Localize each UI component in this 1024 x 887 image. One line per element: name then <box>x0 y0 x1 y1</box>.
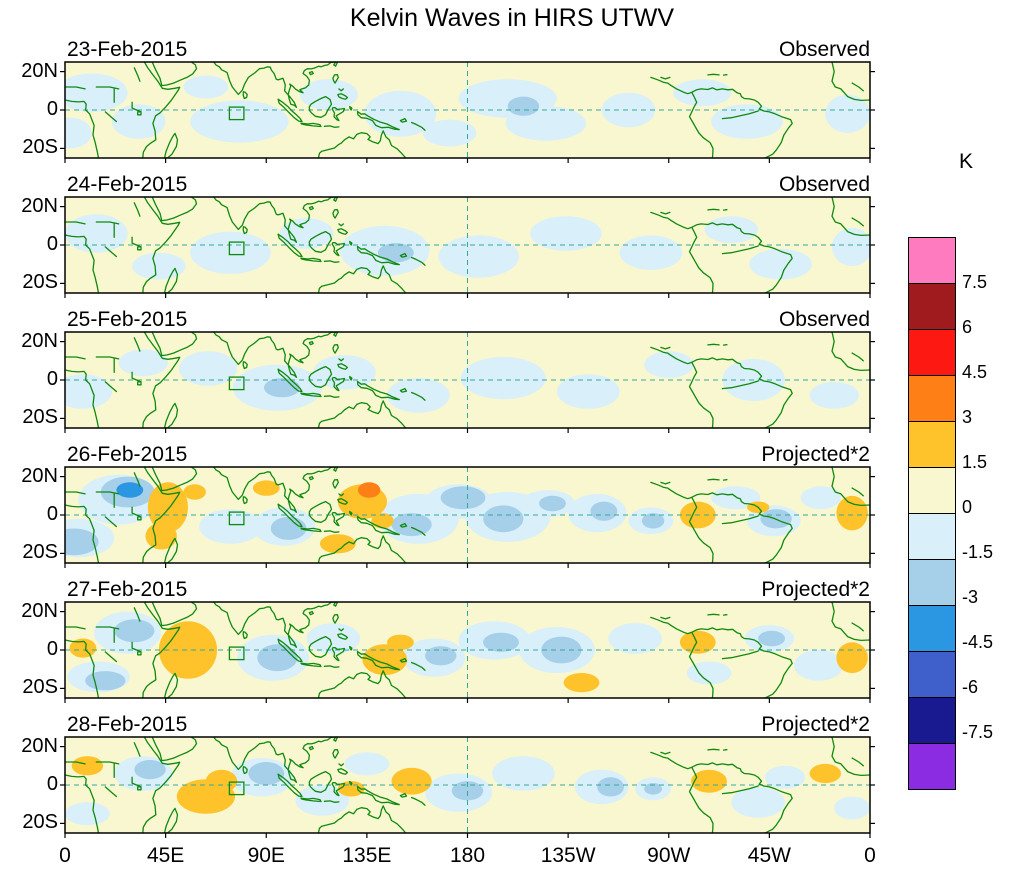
panel-date-label: 23-Feb-2015 <box>67 38 188 61</box>
colorbar-block <box>909 421 955 467</box>
colorbar-block <box>909 375 955 421</box>
map-panel-4: 26-Feb-2015 Projected*2 20N 0 20S <box>0 441 1024 568</box>
colorbar-tick-label: 1.5 <box>962 452 988 472</box>
x-axis-label: 90W <box>647 844 691 867</box>
y-axis-label: 20S <box>22 541 58 564</box>
y-axis-label: 20N <box>21 329 58 352</box>
x-axis-label: 90E <box>247 844 285 867</box>
colorbar-tick-label: -7.5 <box>962 722 994 742</box>
y-axis-label: 20S <box>22 406 58 429</box>
panel-source-label: Projected*2 <box>761 713 870 736</box>
y-axis-label: 0 <box>46 503 58 525</box>
y-axis-label: 0 <box>46 368 58 390</box>
colorbar-tick-label: -3 <box>962 587 979 607</box>
colorbar-tick-label: 7.5 <box>962 272 988 292</box>
colorbar-tick-label: 4.5 <box>962 362 988 382</box>
colorbar-tick-label: -4.5 <box>962 632 994 652</box>
figure-title: Kelvin Waves in HIRS UTWV <box>349 4 675 32</box>
panel-date-label: 26-Feb-2015 <box>67 443 188 466</box>
colorbar-tick-label: 0 <box>962 497 973 517</box>
x-axis-label: 0 <box>59 844 71 867</box>
y-axis-label: 20S <box>22 811 58 834</box>
colorbar-tick-label: 3 <box>962 407 973 427</box>
colorbar-block <box>909 697 955 743</box>
y-axis-label: 20N <box>21 464 58 487</box>
y-axis-label: 20S <box>22 271 58 294</box>
colorbar-block <box>909 651 955 697</box>
colorbar-block <box>909 329 955 375</box>
panel-source-label: Observed <box>778 38 870 61</box>
y-axis-label: 20N <box>21 59 58 82</box>
y-axis-label: 0 <box>46 98 58 120</box>
y-axis-label: 0 <box>46 773 58 795</box>
panel-date-label: 25-Feb-2015 <box>67 308 188 331</box>
panel-source-label: Projected*2 <box>761 578 870 601</box>
panel-date-label: 28-Feb-2015 <box>67 713 188 736</box>
colorbar-block <box>909 743 955 789</box>
colorbar-block <box>909 605 955 651</box>
x-axis-label: 135E <box>342 844 392 867</box>
map-svg <box>60 601 875 703</box>
y-axis-label: 20S <box>22 136 58 159</box>
y-axis-label: 0 <box>46 638 58 660</box>
map-panel-2: 24-Feb-2015 Observed 20N 0 20S <box>0 171 1024 298</box>
x-axis-label: 0 <box>864 844 876 867</box>
map-panel-6: 28-Feb-2015 Projected*2 20N 0 20S <box>0 711 1024 838</box>
panel-date-label: 24-Feb-2015 <box>67 173 188 196</box>
colorbar-block <box>909 513 955 559</box>
colorbar-unit-label: K <box>958 150 973 173</box>
map-svg <box>60 196 875 298</box>
panel-source-label: Projected*2 <box>761 443 870 466</box>
panel-source-label: Observed <box>778 308 870 331</box>
panel-date-label: 27-Feb-2015 <box>67 578 188 601</box>
colorbar <box>908 237 956 790</box>
y-axis-label: 20N <box>21 194 58 217</box>
map-svg <box>60 331 875 433</box>
y-axis-label: 0 <box>46 233 58 255</box>
map-panel-3: 25-Feb-2015 Observed 20N 0 20S <box>0 306 1024 433</box>
colorbar-tick-label: 6 <box>962 317 973 337</box>
y-axis-label: 20N <box>21 599 58 622</box>
y-axis-label: 20N <box>21 734 58 757</box>
colorbar-block <box>909 283 955 329</box>
map-panel-5: 27-Feb-2015 Projected*2 20N 0 20S <box>0 576 1024 703</box>
colorbar-block <box>909 559 955 605</box>
map-panel-1: 23-Feb-2015 Observed 20N 0 20S <box>0 36 1024 163</box>
colorbar-tick-label: -6 <box>962 677 979 697</box>
x-axis-labels: 0 45E 90E 135E 180 135W 90W 45W 0 <box>0 844 1024 874</box>
colorbar-block <box>909 238 955 283</box>
colorbar-block <box>909 467 955 513</box>
panel-source-label: Observed <box>778 173 870 196</box>
x-axis-label: 135W <box>540 844 596 867</box>
map-svg <box>60 736 875 838</box>
map-svg <box>60 466 875 568</box>
y-axis-label: 20S <box>22 676 58 699</box>
colorbar-tick-label: -1.5 <box>962 542 994 562</box>
x-axis-label: 45W <box>747 844 791 867</box>
map-svg <box>60 61 875 163</box>
x-axis-label: 180 <box>449 844 486 867</box>
x-axis-label: 45E <box>146 844 185 867</box>
